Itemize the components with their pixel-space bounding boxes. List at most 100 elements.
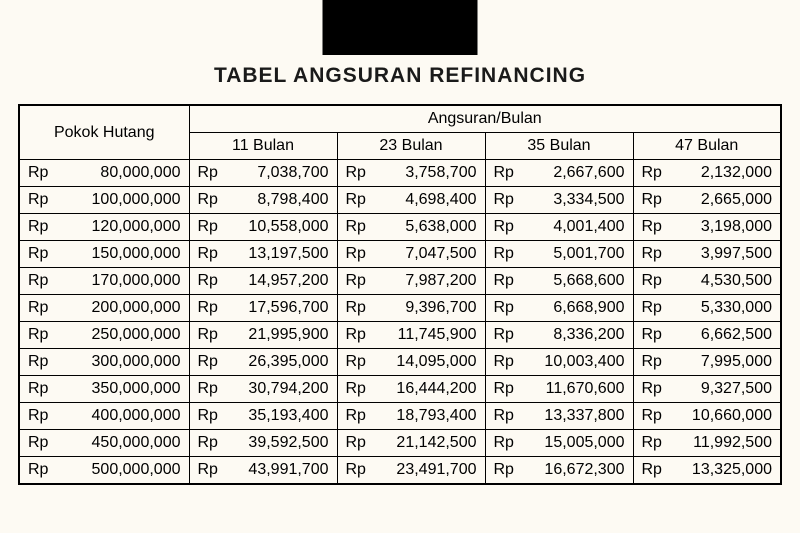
currency-prefix: Rp (346, 299, 372, 317)
cell-installment: Rp8,336,200 (485, 322, 633, 349)
currency-prefix: Rp (28, 434, 54, 452)
currency-prefix: Rp (494, 353, 520, 371)
table-body: Rp80,000,000Rp7,038,700Rp3,758,700Rp2,66… (19, 160, 781, 485)
installment-value: 10,003,400 (520, 353, 625, 371)
installment-value: 23,491,700 (372, 461, 477, 479)
cell-installment: Rp3,334,500 (485, 187, 633, 214)
cell-installment: Rp14,095,000 (337, 349, 485, 376)
cell-installment: Rp16,444,200 (337, 376, 485, 403)
currency-prefix: Rp (346, 353, 372, 371)
cell-installment: Rp26,395,000 (189, 349, 337, 376)
installment-value: 13,197,500 (224, 245, 329, 263)
table-row: Rp80,000,000Rp7,038,700Rp3,758,700Rp2,66… (19, 160, 781, 187)
installment-value: 7,995,000 (668, 353, 772, 371)
installment-value: 11,670,600 (520, 380, 625, 398)
installment-value: 5,001,700 (520, 245, 625, 263)
table-row: Rp450,000,000Rp39,592,500Rp21,142,500Rp1… (19, 430, 781, 457)
currency-prefix: Rp (28, 407, 54, 425)
installment-value: 2,665,000 (668, 191, 772, 209)
loan-value: 200,000,000 (54, 299, 180, 317)
currency-prefix: Rp (642, 245, 668, 263)
table-row: Rp300,000,000Rp26,395,000Rp14,095,000Rp1… (19, 349, 781, 376)
header-tenor-2: 35 Bulan (485, 133, 633, 160)
cell-installment: Rp35,193,400 (189, 403, 337, 430)
currency-prefix: Rp (642, 461, 668, 479)
cell-installment: Rp5,638,000 (337, 214, 485, 241)
currency-prefix: Rp (642, 380, 668, 398)
cell-installment: Rp16,672,300 (485, 457, 633, 485)
installment-value: 6,668,900 (520, 299, 625, 317)
table-row: Rp200,000,000Rp17,596,700Rp9,396,700Rp6,… (19, 295, 781, 322)
cell-loan: Rp150,000,000 (19, 241, 189, 268)
cell-installment: Rp21,142,500 (337, 430, 485, 457)
installment-value: 6,662,500 (668, 326, 772, 344)
installment-value: 13,337,800 (520, 407, 625, 425)
currency-prefix: Rp (198, 272, 224, 290)
installment-value: 2,667,600 (520, 164, 625, 182)
currency-prefix: Rp (642, 218, 668, 236)
currency-prefix: Rp (642, 164, 668, 182)
cell-loan: Rp80,000,000 (19, 160, 189, 187)
installment-value: 35,193,400 (224, 407, 329, 425)
installment-value: 3,198,000 (668, 218, 772, 236)
cell-installment: Rp4,001,400 (485, 214, 633, 241)
cell-loan: Rp170,000,000 (19, 268, 189, 295)
currency-prefix: Rp (642, 272, 668, 290)
installment-value: 7,047,500 (372, 245, 477, 263)
cell-installment: Rp11,670,600 (485, 376, 633, 403)
currency-prefix: Rp (198, 326, 224, 344)
currency-prefix: Rp (346, 461, 372, 479)
cell-loan: Rp100,000,000 (19, 187, 189, 214)
installment-value: 16,444,200 (372, 380, 477, 398)
installment-value: 8,336,200 (520, 326, 625, 344)
cell-installment: Rp7,047,500 (337, 241, 485, 268)
currency-prefix: Rp (494, 299, 520, 317)
cell-installment: Rp6,662,500 (633, 322, 781, 349)
cell-installment: Rp3,997,500 (633, 241, 781, 268)
cell-installment: Rp17,596,700 (189, 295, 337, 322)
table-head: Pokok Hutang Angsuran/Bulan 11 Bulan 23 … (19, 105, 781, 160)
cell-loan: Rp350,000,000 (19, 376, 189, 403)
cell-loan: Rp450,000,000 (19, 430, 189, 457)
loan-value: 450,000,000 (54, 434, 180, 452)
header-tenor-1: 23 Bulan (337, 133, 485, 160)
installment-value: 21,142,500 (372, 434, 477, 452)
cell-installment: Rp11,992,500 (633, 430, 781, 457)
cell-installment: Rp4,698,400 (337, 187, 485, 214)
loan-value: 80,000,000 (54, 164, 180, 182)
cell-installment: Rp7,987,200 (337, 268, 485, 295)
loan-value: 150,000,000 (54, 245, 180, 263)
installment-value: 3,997,500 (668, 245, 772, 263)
installment-value: 7,987,200 (372, 272, 477, 290)
cell-installment: Rp21,995,900 (189, 322, 337, 349)
currency-prefix: Rp (28, 164, 54, 182)
currency-prefix: Rp (198, 461, 224, 479)
cell-installment: Rp4,530,500 (633, 268, 781, 295)
installment-value: 5,668,600 (520, 272, 625, 290)
cell-installment: Rp30,794,200 (189, 376, 337, 403)
currency-prefix: Rp (28, 245, 54, 263)
installment-value: 8,798,400 (224, 191, 329, 209)
installment-table: Pokok Hutang Angsuran/Bulan 11 Bulan 23 … (18, 104, 782, 485)
installment-value: 13,325,000 (668, 461, 772, 479)
cell-installment: Rp3,198,000 (633, 214, 781, 241)
currency-prefix: Rp (642, 407, 668, 425)
currency-prefix: Rp (642, 353, 668, 371)
currency-prefix: Rp (494, 380, 520, 398)
installment-value: 3,758,700 (372, 164, 477, 182)
currency-prefix: Rp (494, 245, 520, 263)
loan-value: 120,000,000 (54, 218, 180, 236)
cell-loan: Rp200,000,000 (19, 295, 189, 322)
currency-prefix: Rp (642, 299, 668, 317)
table-row: Rp350,000,000Rp30,794,200Rp16,444,200Rp1… (19, 376, 781, 403)
currency-prefix: Rp (494, 272, 520, 290)
currency-prefix: Rp (198, 353, 224, 371)
loan-value: 250,000,000 (54, 326, 180, 344)
cell-installment: Rp10,660,000 (633, 403, 781, 430)
installment-value: 43,991,700 (224, 461, 329, 479)
cell-installment: Rp5,001,700 (485, 241, 633, 268)
loan-value: 300,000,000 (54, 353, 180, 371)
installment-value: 16,672,300 (520, 461, 625, 479)
currency-prefix: Rp (346, 218, 372, 236)
currency-prefix: Rp (642, 326, 668, 344)
